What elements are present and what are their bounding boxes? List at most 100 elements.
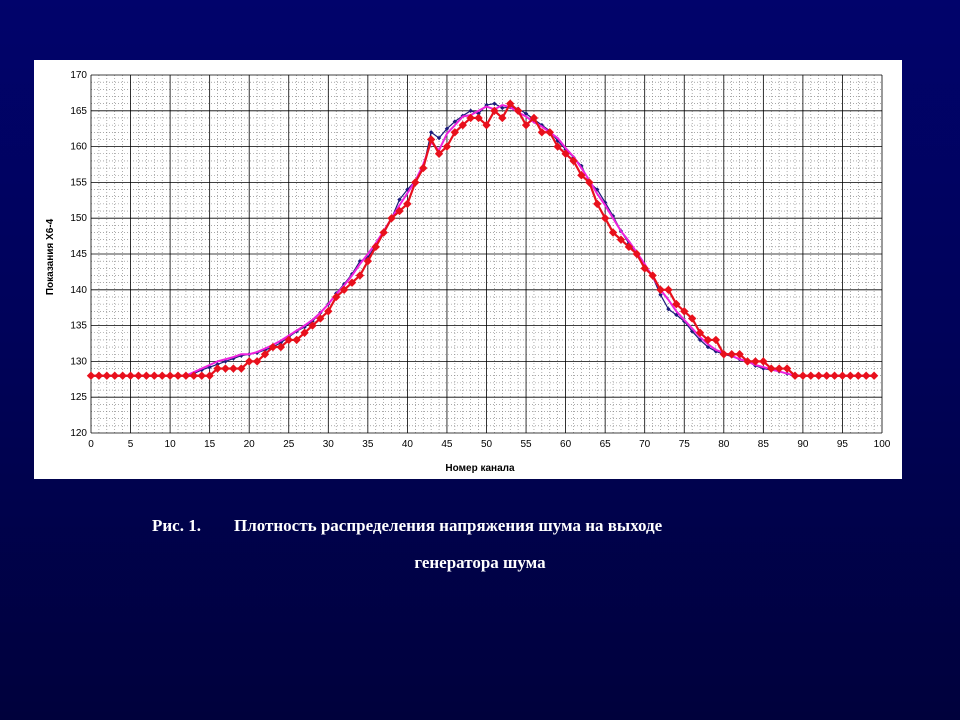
x-tick-label: 80 bbox=[718, 439, 730, 450]
data-point bbox=[735, 350, 744, 359]
series-line bbox=[91, 104, 875, 377]
data-point bbox=[476, 111, 481, 116]
x-tick-label: 15 bbox=[204, 439, 216, 450]
data-point bbox=[126, 371, 135, 380]
data-point bbox=[411, 178, 420, 187]
data-point bbox=[134, 371, 143, 380]
data-point bbox=[466, 113, 475, 123]
data-point bbox=[585, 178, 594, 187]
data-point bbox=[537, 128, 547, 137]
x-tick-label: 0 bbox=[88, 439, 94, 450]
figure-caption-line2: генератора шума bbox=[414, 553, 546, 572]
data-point bbox=[150, 371, 159, 380]
y-tick-label: 145 bbox=[70, 249, 87, 260]
data-point bbox=[553, 142, 562, 151]
data-point bbox=[490, 106, 499, 115]
chart-panel: 0 5 10 15 20 25 30 35 40 45 50 55 60 65 70 75 80 85 90 95 10… bbox=[34, 60, 902, 479]
data-point bbox=[292, 335, 301, 345]
data-point bbox=[436, 135, 442, 141]
data-point bbox=[854, 371, 863, 380]
data-point bbox=[474, 113, 483, 123]
x-tick-label: 85 bbox=[758, 439, 770, 450]
data-point bbox=[405, 187, 410, 192]
data-point bbox=[648, 271, 657, 280]
x-tick-label: 20 bbox=[244, 439, 256, 450]
data-point bbox=[569, 156, 578, 166]
data-point bbox=[861, 371, 871, 380]
data-point bbox=[610, 213, 616, 219]
data-point bbox=[444, 126, 450, 131]
data-point bbox=[300, 328, 309, 337]
y-axis-ticks: 120 125 130 135 140 145 150 155 160 165 170 bbox=[70, 70, 87, 439]
data-point bbox=[213, 364, 222, 373]
x-tick-label: 50 bbox=[481, 439, 493, 450]
x-tick-label: 25 bbox=[283, 439, 295, 450]
major-grid bbox=[90, 74, 883, 434]
noise-distribution-chart: 0 5 10 15 20 25 30 35 40 45 50 55 60 65 70 75 80 85 90 95 10… bbox=[45, 70, 891, 474]
data-point bbox=[577, 171, 586, 180]
data-point bbox=[197, 371, 206, 380]
data-point bbox=[774, 364, 784, 373]
data-point bbox=[513, 106, 523, 115]
data-point bbox=[759, 357, 768, 366]
data-point bbox=[632, 249, 641, 259]
data-point bbox=[347, 278, 357, 287]
data-point bbox=[705, 344, 711, 350]
x-tick-label: 45 bbox=[441, 439, 453, 450]
y-tick-label: 160 bbox=[70, 142, 87, 153]
data-point bbox=[680, 307, 689, 316]
data-point bbox=[173, 371, 183, 380]
data-point bbox=[237, 364, 246, 373]
x-tick-label: 40 bbox=[402, 439, 414, 450]
data-point bbox=[189, 371, 199, 380]
data-point bbox=[458, 120, 467, 130]
data-point bbox=[838, 371, 847, 380]
data-point bbox=[181, 371, 191, 380]
y-tick-label: 170 bbox=[70, 70, 87, 81]
data-point bbox=[468, 108, 473, 113]
x-tick-label: 10 bbox=[165, 439, 177, 450]
y-tick-label: 150 bbox=[70, 213, 87, 224]
data-point bbox=[452, 119, 458, 124]
data-point bbox=[316, 314, 325, 323]
data-point bbox=[102, 371, 112, 380]
data-point bbox=[498, 113, 507, 123]
data-point bbox=[268, 342, 278, 352]
data-point bbox=[221, 364, 230, 373]
data-point bbox=[403, 199, 412, 209]
x-tick-label: 75 bbox=[679, 439, 691, 450]
data-point bbox=[869, 371, 879, 380]
data-point bbox=[658, 292, 663, 298]
data-point bbox=[94, 371, 104, 380]
data-point bbox=[86, 371, 96, 380]
data-point bbox=[666, 306, 671, 312]
data-point bbox=[245, 357, 254, 366]
data-point bbox=[743, 357, 752, 366]
data-point bbox=[434, 149, 444, 158]
data-point bbox=[428, 130, 434, 135]
data-point bbox=[284, 335, 293, 345]
data-point bbox=[608, 228, 618, 237]
y-tick-label: 130 bbox=[70, 356, 87, 367]
data-point bbox=[822, 371, 831, 380]
data-point bbox=[492, 101, 497, 106]
data-point bbox=[664, 285, 673, 294]
data-point bbox=[442, 142, 452, 151]
data-point bbox=[798, 371, 808, 380]
data-point bbox=[814, 371, 823, 380]
data-point bbox=[165, 371, 175, 380]
data-point bbox=[397, 197, 402, 202]
data-point bbox=[260, 350, 270, 359]
x-axis-ticks: 0 5 10 15 20 25 30 35 40 45 50 55 60 65 70 75 80 85 90 95 10… bbox=[88, 439, 891, 450]
x-tick-label: 65 bbox=[600, 439, 612, 450]
data-point bbox=[751, 357, 760, 366]
x-tick-label: 35 bbox=[362, 439, 374, 450]
data-point bbox=[500, 105, 505, 111]
y-tick-label: 165 bbox=[70, 106, 87, 117]
data-point bbox=[727, 350, 736, 359]
data-point bbox=[339, 285, 349, 294]
data-point bbox=[687, 314, 697, 323]
x-tick-label: 100 bbox=[874, 439, 891, 450]
x-tick-label: 60 bbox=[560, 439, 572, 450]
data-point bbox=[561, 149, 570, 158]
